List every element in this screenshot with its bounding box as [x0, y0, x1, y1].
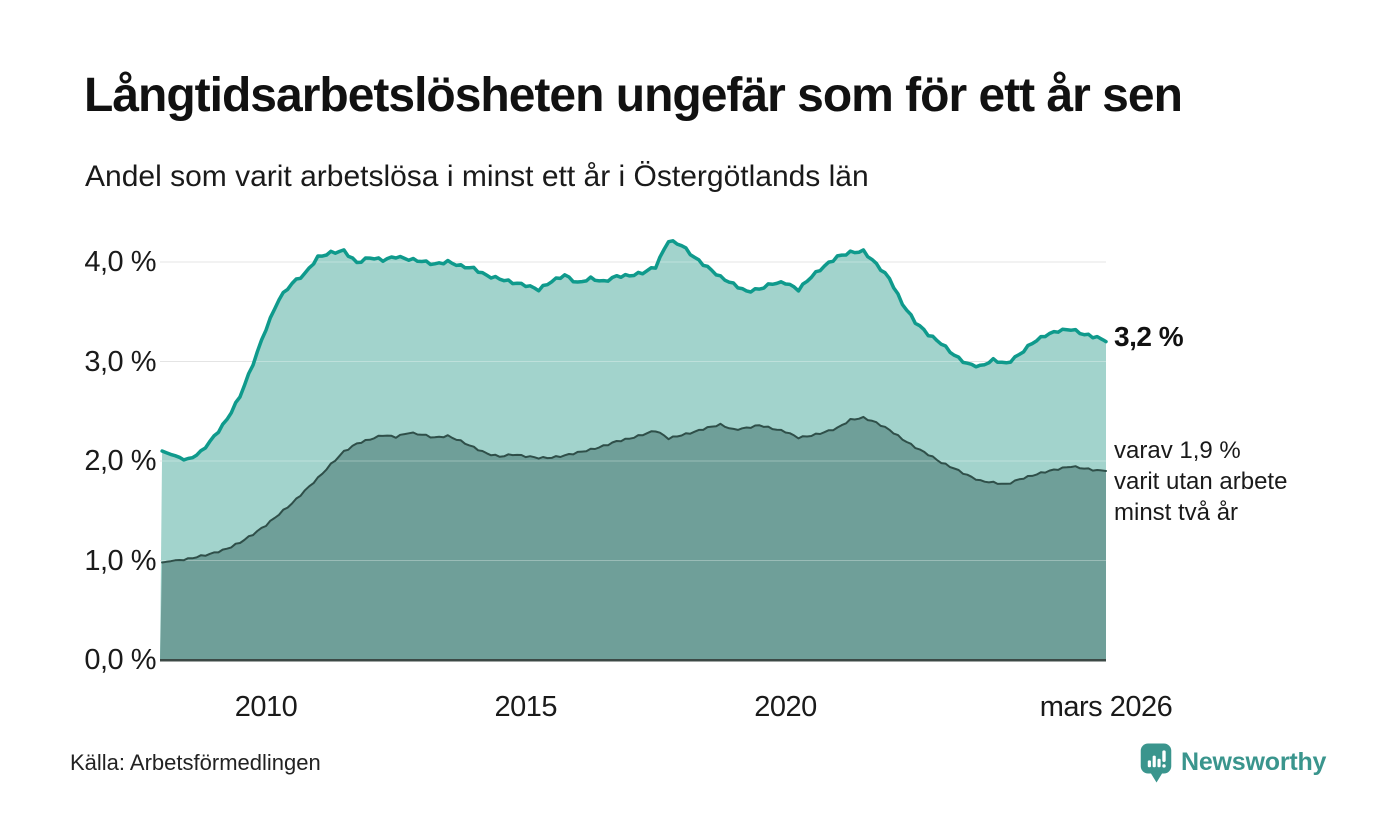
- series2-annotation-line1: varav 1,9 %: [1114, 437, 1241, 464]
- x-tick-label: 2010: [234, 691, 298, 723]
- newsworthy-logo-icon: [1140, 743, 1172, 783]
- series2-annotation-line2: varit utan arbete: [1114, 468, 1288, 495]
- source-credit: Källa: Arbetsförmedlingen: [70, 750, 321, 775]
- x-tick-label: 2015: [494, 691, 557, 723]
- newsworthy-logo-text: Newsworthy: [1181, 748, 1327, 776]
- y-tick-label: 3,0 %: [84, 345, 156, 378]
- chart-subtitle: Andel som varit arbetslösa i minst ett å…: [85, 160, 869, 193]
- series1-value-label: 3,2 %: [1114, 321, 1184, 352]
- chart-title: Långtidsarbetslösheten ungefär som för e…: [84, 69, 1183, 122]
- x-tick-label: 2020: [754, 691, 817, 723]
- y-tick-label: 2,0 %: [84, 445, 156, 477]
- y-tick-label: 1,0 %: [84, 544, 156, 577]
- series2-annotation: varav 1,9 % varit utan arbete minst två …: [1114, 435, 1287, 528]
- newsworthy-logo: Newsworthy: [1140, 743, 1326, 783]
- y-tick-label: 4,0 %: [84, 246, 156, 278]
- series2-annotation-line3: minst två år: [1114, 499, 1239, 526]
- y-tick-label: 0,0 %: [84, 644, 156, 676]
- x-tick-label: mars 2026: [1039, 691, 1173, 723]
